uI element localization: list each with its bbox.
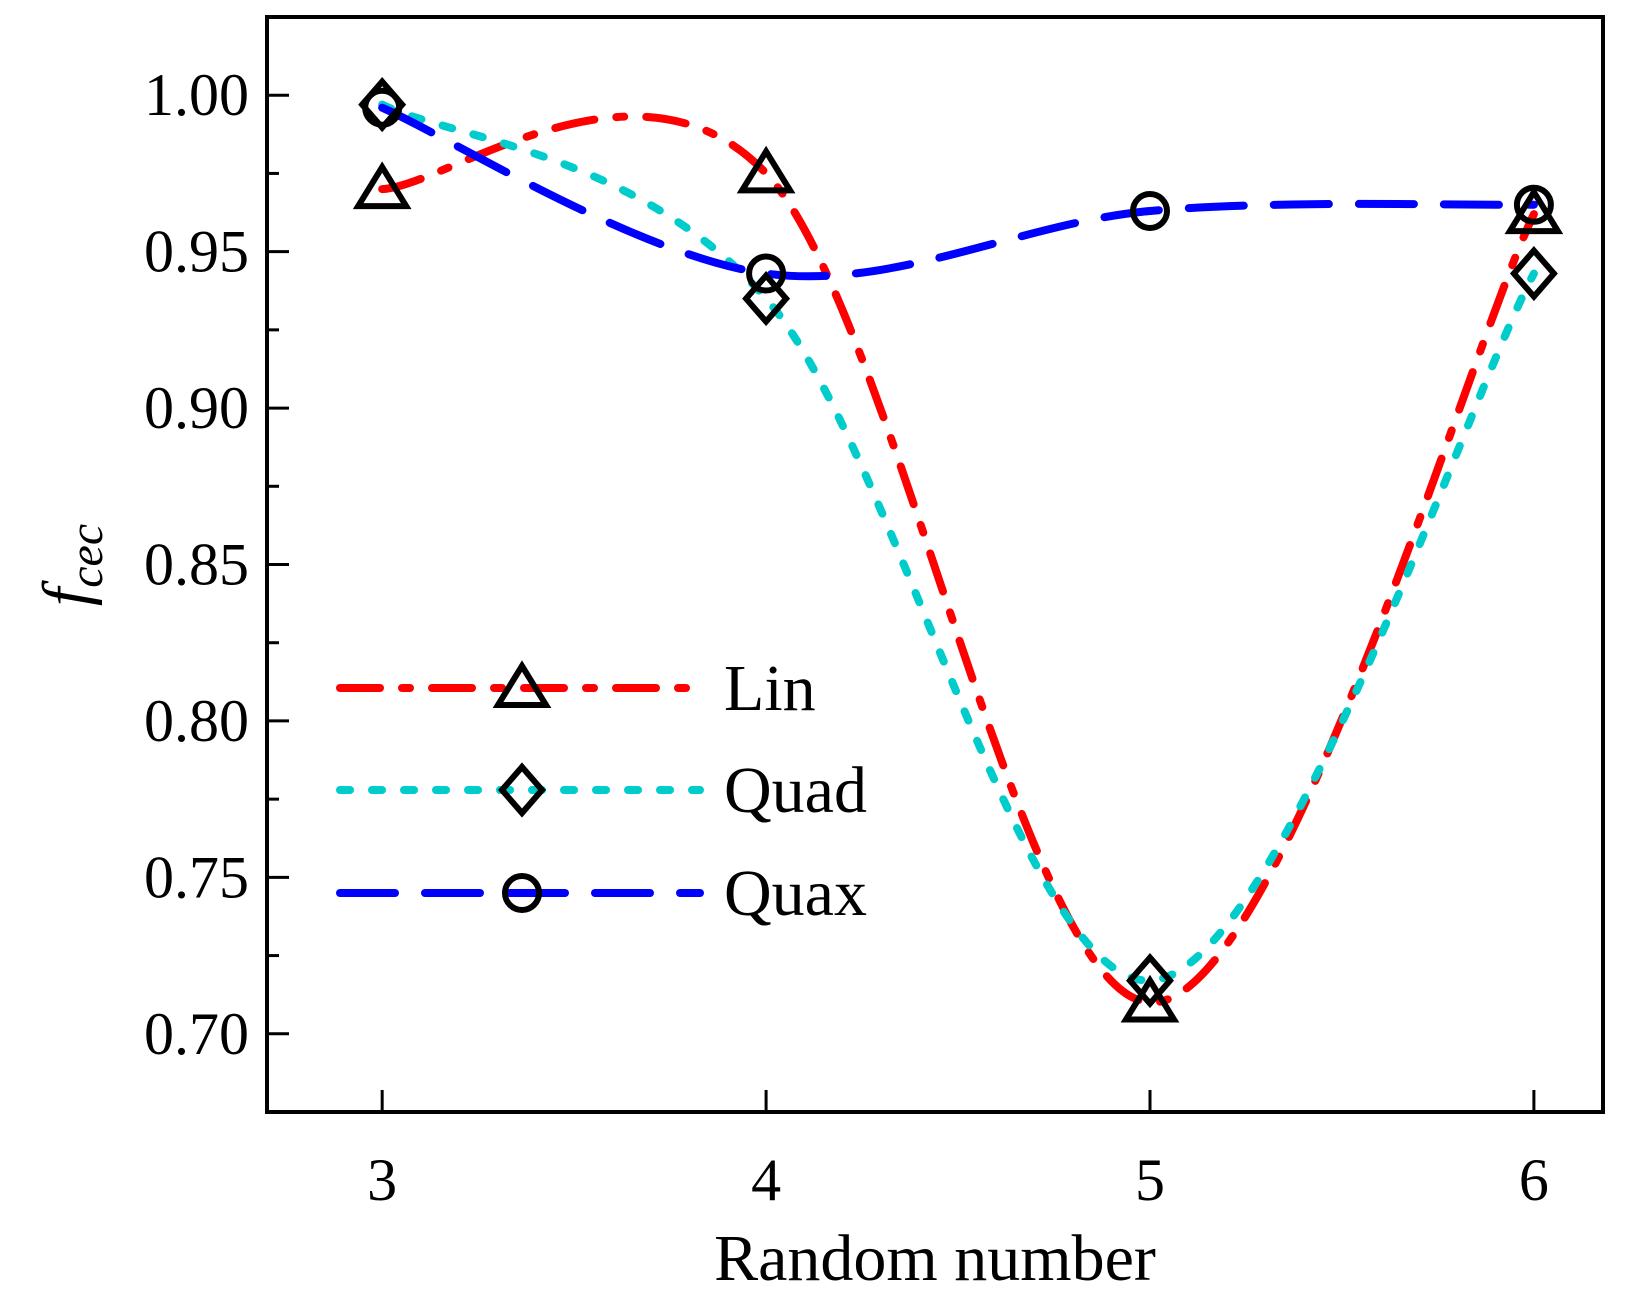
y-tick-label: 0.70	[144, 1001, 249, 1067]
marker-lin	[1504, 186, 1564, 235]
marker-lin	[352, 161, 412, 210]
y-axis-title-subscript: cec	[60, 524, 113, 588]
y-tick-label: 1.00	[144, 62, 249, 128]
legend: Lin Quad Quax	[336, 652, 867, 930]
x-tick-label: 5	[1135, 1147, 1165, 1213]
legend-label-quad: Quad	[724, 754, 867, 827]
marker-quax	[1129, 190, 1170, 231]
marker-quax	[1513, 184, 1554, 225]
legend-label-quax: Quax	[724, 857, 867, 930]
y-tick-label: 0.95	[144, 219, 249, 285]
marker-lin	[736, 145, 796, 194]
y-axis-title: fcec	[30, 524, 113, 606]
x-axis: 3 4 5 6	[367, 1090, 1549, 1213]
y-tick-label: 0.85	[144, 532, 249, 598]
marker-quax	[746, 253, 787, 294]
y-tick-label: 0.80	[144, 688, 249, 754]
svg-text:fcec: fcec	[30, 524, 113, 606]
y-tick-label: 0.75	[144, 844, 249, 910]
y-tick-label: 0.90	[144, 375, 249, 441]
legend-marker-lin	[492, 660, 552, 708]
x-tick-label: 4	[751, 1147, 781, 1213]
x-tick-label: 6	[1519, 1147, 1549, 1213]
legend-label-lin: Lin	[724, 652, 816, 725]
x-tick-label: 3	[367, 1147, 397, 1213]
marker-quad	[1509, 245, 1558, 302]
legend-marker-quax	[502, 873, 542, 913]
marker-quad	[1126, 953, 1174, 1009]
series-line-quax	[378, 103, 1538, 281]
marker-lin	[1120, 974, 1180, 1023]
marker-quad	[742, 270, 791, 327]
y-axis: 0.70 0.75 0.80 0.85 0.90 0.95 1.00	[144, 62, 289, 1114]
series-line-quad	[378, 100, 1538, 985]
legend-marker-quad	[498, 762, 546, 818]
series-markers	[352, 77, 1564, 1023]
marker-quax	[362, 87, 403, 128]
x-axis-title: Random number	[714, 1222, 1156, 1295]
series-lines	[378, 100, 1538, 1007]
series-line-lin	[378, 112, 1538, 1007]
